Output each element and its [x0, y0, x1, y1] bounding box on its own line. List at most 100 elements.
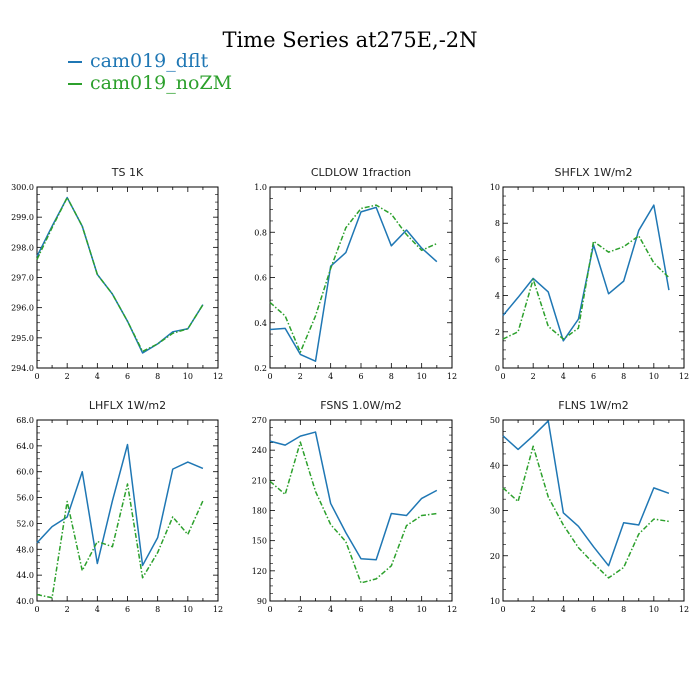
- panel-3-xtick-label: 0: [500, 372, 505, 381]
- panel-5-xtick-label: 0: [267, 605, 272, 614]
- panel-3-xtick-label: 8: [621, 372, 626, 381]
- panel-3-frame: [502, 186, 685, 369]
- panel-2-xtick-label: 4: [328, 372, 333, 381]
- panel-4-xtick-label: 10: [183, 605, 193, 614]
- panel-6-ytick-label: 50: [490, 416, 500, 425]
- panel-5-series-dflt: [269, 431, 438, 561]
- panel-6-xtick-label: 4: [561, 605, 566, 614]
- panel-1-xtick-label: 12: [213, 372, 223, 381]
- panel-4-ytick-label: 48.0: [16, 545, 34, 554]
- legend-item-dflt: cam019_dflt: [68, 50, 208, 72]
- panel-6-ytick-label: 40: [490, 461, 500, 470]
- panel-3-ytick-label: 8: [495, 219, 500, 228]
- panel-4-ytick-label: 40.0: [16, 597, 34, 606]
- panel-1-ytick-label: 300.0: [11, 183, 34, 192]
- panel-1-ytick-label: 297.0: [11, 274, 34, 283]
- panel-4-title: LHFLX 1W/m2: [89, 399, 166, 412]
- panel-2-xtick-label: 2: [298, 372, 303, 381]
- panel-5-xtick-label: 2: [298, 605, 303, 614]
- panel-2-ytick-label: 0.4: [254, 319, 267, 328]
- panel-4-xtick-label: 8: [155, 605, 160, 614]
- panel-1-series-nozm: [36, 196, 204, 353]
- panel-6-xtick-label: 10: [649, 605, 659, 614]
- panel-6-ytick-label: 30: [490, 507, 500, 516]
- panel-2-ytick-label: 1.0: [254, 183, 267, 192]
- panel-1-xtick-label: 0: [34, 372, 39, 381]
- panel-6-frame: [502, 419, 685, 602]
- panel-3-xtick-label: 2: [531, 372, 536, 381]
- legend-item-nozm: cam019_noZM: [68, 72, 232, 94]
- panel-2-xtick-label: 12: [447, 372, 457, 381]
- panel-1-xtick-label: 10: [183, 372, 193, 381]
- panel-2-series-nozm: [269, 204, 438, 353]
- panel-3-xtick-label: 6: [591, 372, 596, 381]
- panel-4-ytick-label: 52.0: [16, 519, 34, 528]
- panel-2-frame: [269, 186, 453, 369]
- panel-1-ytick-label: 295.0: [11, 334, 34, 343]
- panel-6-xtick-label: 2: [531, 605, 536, 614]
- panel-1-ytick-label: 294.0: [11, 364, 34, 373]
- panel-5-ytick-label: 150: [252, 537, 267, 546]
- panel-2-ytick-label: 0.2: [254, 364, 267, 373]
- legend-label-dflt: cam019_dflt: [90, 50, 209, 72]
- panel-2-title: CLDLOW 1fraction: [311, 166, 411, 179]
- panel-6-xtick-label: 6: [591, 605, 596, 614]
- panel-4-series-nozm: [36, 483, 204, 599]
- panel-4-ytick-label: 60.0: [16, 468, 34, 477]
- panel-2-xtick-label: 10: [417, 372, 427, 381]
- panel-6-ytick-label: 10: [490, 597, 500, 606]
- panel-5-title: FSNS 1.0W/m2: [320, 399, 402, 412]
- panel-5-ytick-label: 210: [252, 476, 267, 485]
- panel-6-title: FLNS 1W/m2: [558, 399, 628, 412]
- legend-label-nozm: cam019_noZM: [90, 72, 233, 94]
- panel-3-ytick-label: 6: [495, 255, 500, 264]
- panel-4-xtick-label: 4: [95, 605, 100, 614]
- panel-3-xtick-label: 4: [561, 372, 566, 381]
- panel-6-ytick-label: 20: [490, 552, 500, 561]
- panel-5-ytick-label: 240: [252, 446, 267, 455]
- panel-4-ytick-label: 56.0: [16, 494, 34, 503]
- panel-5-frame: [269, 419, 453, 602]
- panel-1-ytick-label: 298.0: [11, 243, 34, 252]
- panel-3-ytick-label: 2: [495, 328, 500, 337]
- panel-1-xtick-label: 2: [65, 372, 70, 381]
- panel-1-xtick-label: 8: [155, 372, 160, 381]
- panel-2-ytick-label: 0.6: [254, 274, 267, 283]
- panel-4-ytick-label: 64.0: [16, 442, 34, 451]
- panel-2-xtick-label: 0: [267, 372, 272, 381]
- panel-5-xtick-label: 12: [447, 605, 457, 614]
- legend-line-nozm: [68, 83, 82, 85]
- panel-1-series-dflt: [36, 196, 204, 354]
- panel-3-ytick-label: 4: [495, 292, 500, 301]
- panel-5-ytick-label: 270: [252, 416, 267, 425]
- panel-2-xtick-label: 8: [389, 372, 394, 381]
- panel-4-series-dflt: [36, 443, 204, 567]
- panel-1-ytick-label: 296.0: [11, 304, 34, 313]
- panel-1-frame: [36, 186, 219, 369]
- panel-1-xtick-label: 6: [125, 372, 130, 381]
- panel-1-title: TS 1K: [111, 166, 144, 179]
- panel-2-xtick-label: 6: [358, 372, 363, 381]
- panel-5-xtick-label: 8: [389, 605, 394, 614]
- panel-5-series-nozm: [269, 441, 437, 584]
- panel-4-xtick-label: 12: [213, 605, 223, 614]
- panel-5-ytick-label: 180: [252, 507, 267, 516]
- panel-5-xtick-label: 6: [358, 605, 363, 614]
- panel-4-xtick-label: 0: [34, 605, 39, 614]
- panel-6-series-dflt: [502, 420, 670, 567]
- panel-4-xtick-label: 2: [65, 605, 70, 614]
- panel-3-ytick-label: 10: [490, 183, 500, 192]
- panel-4-ytick-label: 68.0: [16, 416, 34, 425]
- panel-4-xtick-label: 6: [125, 605, 130, 614]
- panel-3-xtick-label: 10: [649, 372, 659, 381]
- panel-5-ytick-label: 120: [252, 567, 267, 576]
- legend-line-dflt: [68, 61, 82, 63]
- panel-6-xtick-label: 12: [679, 605, 689, 614]
- panel-2-series-dflt: [269, 206, 438, 362]
- panel-3-ytick-label: 0: [495, 364, 500, 373]
- panel-2-ytick-label: 0.8: [254, 228, 267, 237]
- panel-3-series-dflt: [502, 204, 670, 342]
- panel-6-xtick-label: 0: [500, 605, 505, 614]
- panel-5-xtick-label: 10: [417, 605, 427, 614]
